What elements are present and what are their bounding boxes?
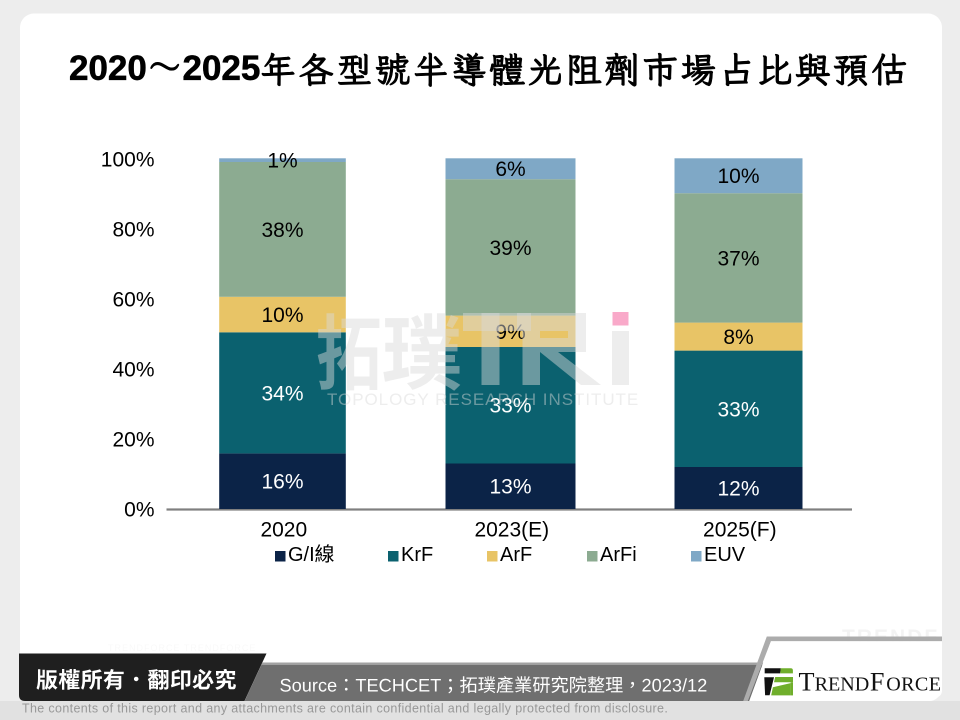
- svg-text:10%: 10%: [261, 304, 303, 327]
- svg-text:9%: 9%: [495, 321, 525, 344]
- svg-text:100%: 100%: [101, 149, 155, 172]
- svg-text:33%: 33%: [717, 398, 759, 421]
- svg-text:1%: 1%: [267, 150, 297, 173]
- svg-text:ArFi: ArFi: [600, 544, 637, 566]
- svg-text:The contents of this report an: The contents of this report and any atta…: [22, 702, 668, 716]
- svg-text:60%: 60%: [112, 289, 154, 312]
- svg-text:F: F: [870, 668, 885, 697]
- svg-text:33%: 33%: [489, 395, 531, 418]
- svg-text:37%: 37%: [717, 247, 759, 270]
- svg-text:34%: 34%: [261, 382, 303, 405]
- svg-text:38%: 38%: [261, 219, 303, 242]
- svg-text:REND: REND: [815, 674, 870, 696]
- svg-text:EUV: EUV: [704, 544, 746, 566]
- svg-text:80%: 80%: [112, 219, 154, 242]
- svg-text:13%: 13%: [489, 476, 531, 499]
- svg-text:T: T: [799, 668, 815, 697]
- svg-text:KrF: KrF: [401, 544, 433, 566]
- svg-text:39%: 39%: [489, 237, 531, 260]
- svg-text:40%: 40%: [112, 359, 154, 382]
- svg-text:TOPOLOGY RESEARCH INSTITUTE: TOPOLOGY RESEARCH INSTITUTE: [327, 390, 639, 409]
- svg-text:8%: 8%: [723, 326, 753, 349]
- svg-text:0%: 0%: [124, 499, 154, 522]
- svg-text:20%: 20%: [112, 429, 154, 452]
- svg-text:ArF: ArF: [500, 544, 532, 566]
- svg-text:G/I: G/I: [288, 544, 315, 566]
- svg-text:10%: 10%: [717, 165, 759, 188]
- svg-text:12%: 12%: [717, 478, 759, 501]
- svg-text:6%: 6%: [495, 158, 525, 181]
- svg-text:2020: 2020: [260, 519, 307, 542]
- svg-text:2023(E): 2023(E): [474, 519, 549, 542]
- svg-text:2025(F): 2025(F): [703, 519, 777, 542]
- svg-text:ORCE: ORCE: [886, 674, 941, 696]
- svg-text:16%: 16%: [261, 471, 303, 494]
